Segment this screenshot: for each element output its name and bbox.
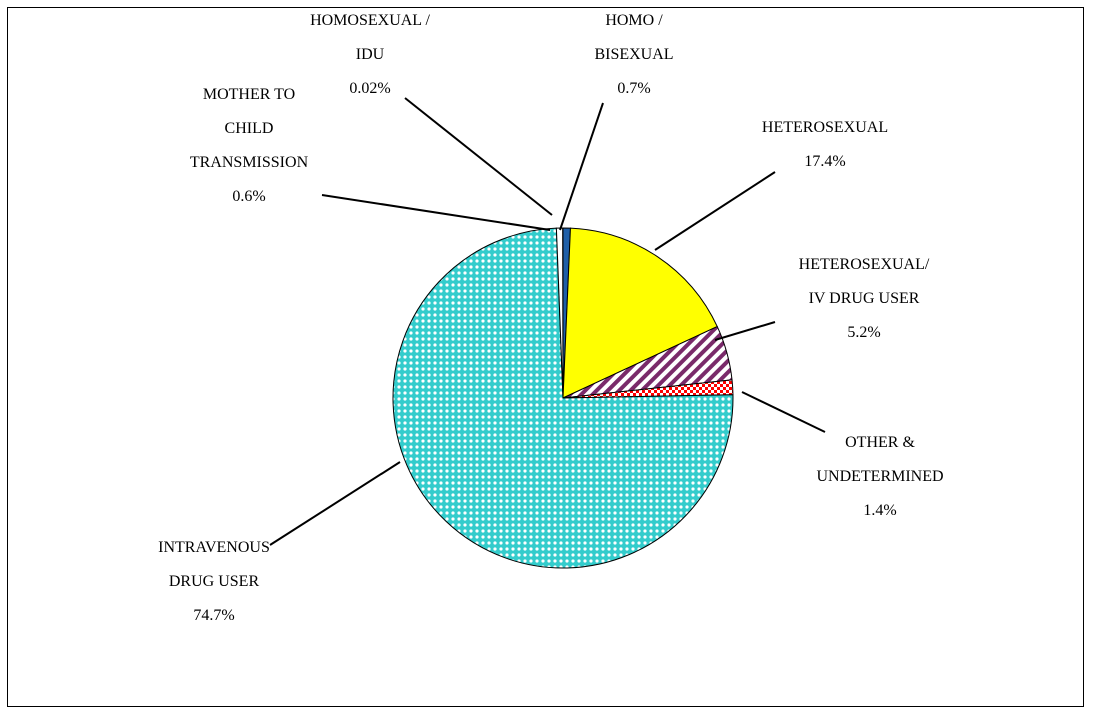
leader-line xyxy=(742,392,825,432)
leader-line xyxy=(405,98,552,215)
value-label: 1.4% xyxy=(816,494,943,528)
leader-line xyxy=(270,462,400,545)
leader-line xyxy=(560,103,603,230)
value-label: 0.02% xyxy=(310,72,430,106)
leader-line xyxy=(715,322,775,340)
value-label: 17.4% xyxy=(762,145,888,179)
value-label: 5.2% xyxy=(799,316,930,350)
category-label: OTHER & UNDETERMINED xyxy=(816,426,943,494)
category-label: HETEROSEXUAL/ IV DRUG USER xyxy=(799,248,930,316)
value-label: 0.6% xyxy=(190,180,308,214)
page: {"chart_data": {"type": "pie", "categori… xyxy=(0,0,1096,683)
category-label: HOMOSEXUAL / IDU xyxy=(310,4,430,72)
category-label: HOMO / BISEXUAL xyxy=(594,4,673,72)
category-label: HETEROSEXUAL xyxy=(762,111,888,145)
category-label: MOTHER TO CHILD TRANSMISSION xyxy=(190,78,308,180)
value-label: 74.7% xyxy=(158,599,270,633)
value-label: 0.7% xyxy=(594,72,673,106)
leader-line xyxy=(322,195,550,230)
category-label: INTRAVENOUS DRUG USER xyxy=(158,531,270,599)
leader-line xyxy=(655,172,775,250)
